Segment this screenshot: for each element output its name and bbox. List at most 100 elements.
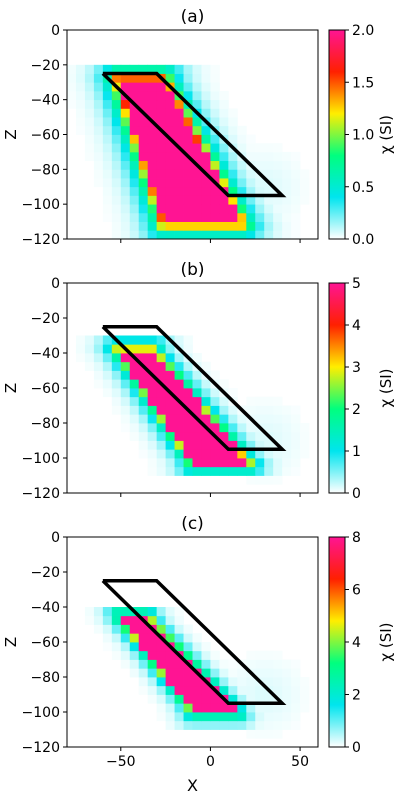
heatmap-cell [291,160,301,170]
heatmap-cell [84,615,95,625]
heatmap-cell [93,64,104,74]
heatmap-cell [300,694,310,704]
heatmap-cell [138,440,149,450]
colorbar [328,29,346,240]
heatmap-cell [192,73,202,83]
heatmap-cell [120,379,131,389]
heatmap-cell [273,405,283,415]
heatmap-cell [210,160,220,170]
heatmap-cell [282,212,292,222]
heatmap-cell [165,361,175,371]
heatmap-cell [273,458,283,468]
heatmap-cell [183,125,193,135]
heatmap-cell [273,650,283,660]
heatmap-cell [273,685,283,695]
heatmap-cell [237,230,247,240]
heatmap-cell [156,134,167,144]
heatmap-cell [201,160,211,170]
heatmap-cell [93,117,104,127]
heatmap-cell [183,344,193,354]
colorbar-tick-label: 2 [352,688,361,704]
heatmap-cell [111,125,122,135]
heatmap-cell [174,431,184,441]
heatmap-cell [183,712,193,722]
heatmap-cell [147,659,158,669]
heatmap-cell [120,633,131,643]
heatmap-cell [93,143,104,153]
heatmap-cell [264,720,274,730]
heatmap-cell [219,720,229,730]
heatmap-cell [219,160,229,170]
heatmap-cell [174,440,184,450]
heatmap-cell [291,668,301,678]
heatmap-cell [210,720,220,730]
heatmap-cell [255,458,265,468]
heatmap-cell [300,685,310,695]
heatmap-cell [201,108,211,118]
heatmap-cell [102,370,113,380]
heatmap-cell [210,703,220,713]
heatmap-cell [129,151,140,162]
heatmap-cell [183,388,193,398]
heatmap-cell [111,230,122,240]
heatmap-cell [165,624,175,634]
heatmap-cell [192,230,202,240]
heatmap-cell [111,388,122,398]
heatmap-cell [237,414,247,424]
heatmap-cell [300,449,310,459]
heatmap-cell [129,414,140,424]
heatmap-cell [192,64,202,74]
heatmap-cell [282,685,292,695]
heatmap-cell [228,659,238,669]
heatmap-cell [291,466,301,476]
heatmap-cell [192,466,202,476]
heatmap-cell [210,712,220,722]
heatmap-cell [102,607,113,617]
heatmap-cell [246,475,256,485]
heatmap-cell [147,212,158,222]
heatmap-cell [174,466,184,476]
heatmap-cell [192,178,202,188]
heatmap-cell [129,143,140,153]
heatmap-cell [93,344,104,354]
panel-title: (b) [180,260,204,280]
heatmap-cell [255,449,265,459]
heatmap-cell [282,659,292,669]
heatmap-cell [255,396,265,406]
heatmap-cell [147,230,158,240]
heatmap-cell [174,178,184,188]
heatmap-cell [264,195,274,205]
heatmap-cell [129,344,140,354]
heatmap-cell [210,195,220,205]
heatmap-cell [147,134,158,144]
heatmap-cell [210,212,220,222]
heatmap-cell [129,169,140,179]
heatmap-cell [228,212,238,222]
heatmap-cell [138,650,149,660]
heatmap-cell [282,195,292,205]
heatmap-cell [138,151,149,162]
y-tick-label: −80 [30,670,60,686]
heatmap-cell [291,440,301,450]
heatmap-cell [291,703,301,713]
heatmap-cell [129,668,140,678]
heatmap-cell [120,335,131,345]
heatmap-cell [273,475,283,485]
heatmap-cell [255,650,265,660]
heatmap-cell [147,466,158,476]
y-tick-label: 0 [51,23,60,39]
heatmap-cell [93,353,104,363]
heatmap-cell [111,117,122,127]
heatmap-cell [237,712,247,722]
heatmap-cell [93,335,104,345]
heatmap-cell [120,178,131,188]
heatmap-cell [174,186,184,196]
heatmap [84,607,310,739]
heatmap-cell [183,160,193,170]
heatmap-cell [219,703,229,713]
heatmap-cell [291,178,301,188]
heatmap-cell [273,659,283,669]
heatmap-cell [165,99,175,109]
heatmap-cell [138,431,149,441]
